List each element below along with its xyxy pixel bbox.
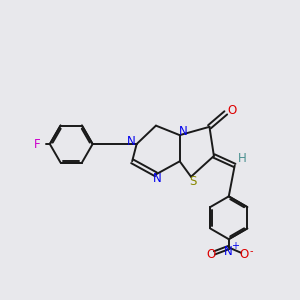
Text: N: N [127,135,136,148]
Text: O: O [206,248,216,261]
Text: S: S [189,175,196,188]
Text: +: + [231,241,239,251]
Text: N: N [153,172,162,185]
Text: N: N [179,125,188,138]
Text: F: F [33,138,40,151]
Text: N: N [224,244,233,258]
Text: O: O [228,104,237,117]
Text: -: - [250,246,253,256]
Text: H: H [238,152,247,165]
Text: O: O [240,248,249,261]
